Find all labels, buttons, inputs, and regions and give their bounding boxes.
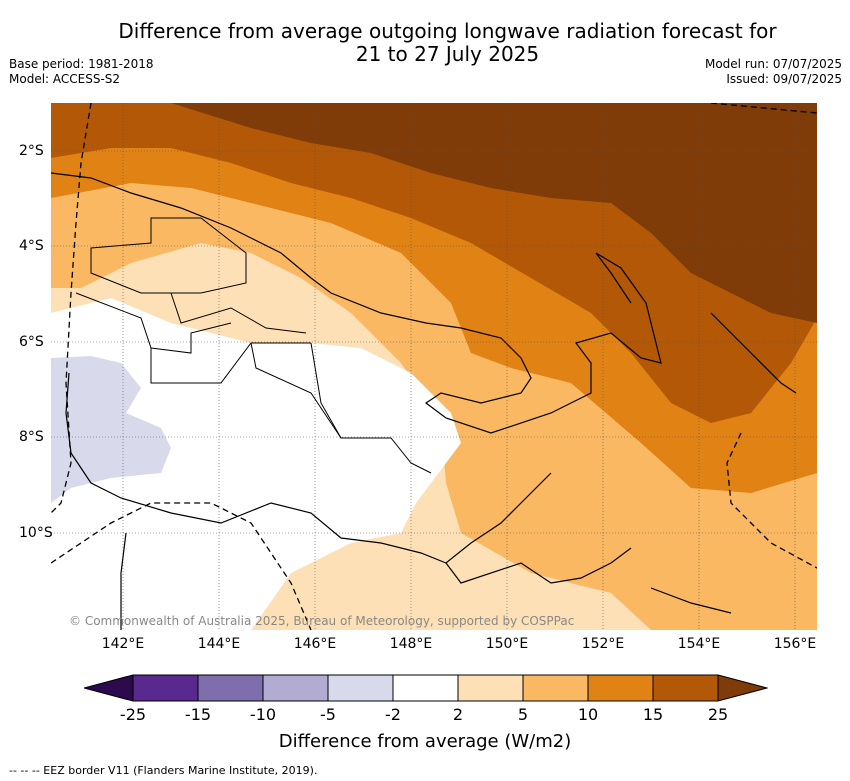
colorbar-tick: -15 — [184, 705, 212, 724]
lon-label: 150°E — [485, 636, 529, 652]
model-run: Model run: 07/07/2025 — [704, 57, 842, 71]
band-neg-2-5 — [51, 356, 171, 503]
lon-label: 146°E — [293, 636, 337, 652]
map-title: Difference from average outgoing longwav… — [0, 20, 850, 66]
colorbar-tick: -5 — [320, 705, 336, 724]
coastlines — [51, 172, 797, 630]
band-neutral — [51, 298, 461, 630]
lon-label: 152°E — [581, 636, 625, 652]
model-name: Model: ACCESS-S2 — [9, 72, 121, 86]
anomaly-map — [51, 103, 817, 630]
title-line-1: Difference from average outgoing longwav… — [118, 19, 777, 43]
colorbar-tick: 25 — [707, 705, 729, 724]
colorbar-extend-low — [84, 674, 134, 702]
lon-label: 156°E — [773, 636, 817, 652]
colorbar-extend-high — [717, 674, 768, 702]
colorbar-segment — [652, 674, 719, 702]
lat-label: 10°S — [19, 525, 53, 541]
colorbar-tick: 5 — [517, 705, 529, 724]
colorbar-title: Difference from average (W/m2) — [278, 731, 572, 752]
title-line-2: 21 to 27 July 2025 — [355, 42, 540, 66]
lat-label: 4°S — [19, 238, 44, 254]
provincial-borders — [75, 217, 432, 474]
lat-label: 6°S — [19, 334, 44, 350]
gridlines — [51, 103, 817, 630]
meta-left: Base period: 1981-2018 Model: ACCESS-S2 — [9, 57, 154, 87]
lon-label: 154°E — [677, 636, 721, 652]
colorbar-segment — [327, 674, 394, 702]
issued-date: Issued: 09/07/2025 — [726, 72, 842, 86]
colorbar-tick: -25 — [119, 705, 147, 724]
colorbar-segment — [262, 674, 329, 702]
colorbar-tick: 10 — [577, 705, 599, 724]
base-period: Base period: 1981-2018 — [9, 57, 154, 71]
colorbar-segment — [457, 674, 524, 702]
colorbar-tick: 15 — [642, 705, 664, 724]
lon-label: 148°E — [389, 636, 433, 652]
colorbar-tick: 2 — [452, 705, 464, 724]
lat-label: 2°S — [19, 143, 44, 159]
colorbar-tick: -2 — [385, 705, 401, 724]
colorbar-segment — [132, 674, 199, 702]
eez-footnote: -- -- -- EEZ border V11 (Flanders Marine… — [9, 764, 318, 777]
colorbar-segment — [392, 674, 459, 702]
colorbar-segment — [197, 674, 264, 702]
copyright-notice: © Commonwealth of Australia 2025, Bureau… — [69, 614, 575, 628]
colorbar — [84, 674, 768, 702]
colorbar-segment — [587, 674, 654, 702]
colorbar-segment — [522, 674, 589, 702]
lat-label: 8°S — [19, 429, 44, 445]
meta-right: Model run: 07/07/2025 Issued: 09/07/2025 — [705, 57, 842, 87]
lon-label: 142°E — [101, 636, 145, 652]
band-25-plus — [171, 103, 817, 323]
eez-borders — [51, 103, 817, 630]
colorbar-tick: -10 — [249, 705, 277, 724]
lon-label: 144°E — [197, 636, 241, 652]
